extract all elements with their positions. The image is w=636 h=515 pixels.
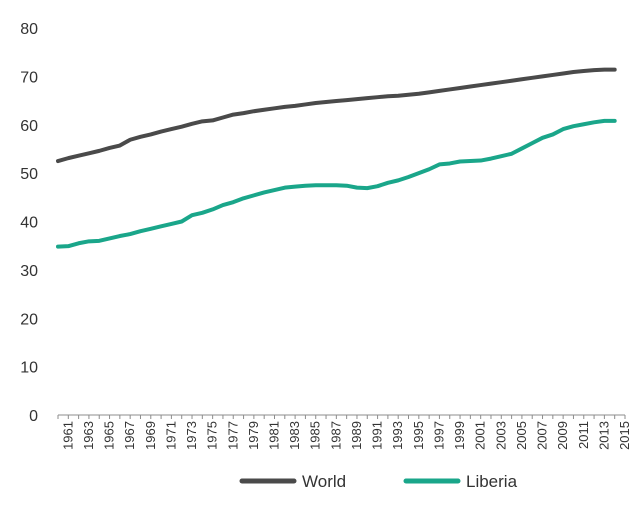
x-tick-label: 1967 xyxy=(122,421,137,450)
x-tick-label: 2011 xyxy=(576,421,591,449)
legend-item-world: World xyxy=(239,472,346,491)
y-axis-ticks: 0 10 20 30 40 50 60 70 80 xyxy=(20,21,38,425)
x-tick-label: 1979 xyxy=(246,421,261,450)
series-lines xyxy=(56,67,617,249)
x-tick-label: 1963 xyxy=(81,421,96,450)
legend-item-liberia: Liberia xyxy=(403,472,518,491)
x-tick-label: 1975 xyxy=(205,421,220,450)
x-axis-ticks: 1961 1963 1965 1967 1969 1971 1973 1975 1977 1979… xyxy=(60,421,632,450)
series-line-world xyxy=(56,67,617,164)
x-tick-label: 1985 xyxy=(308,421,323,450)
x-tick-label: 1977 xyxy=(225,421,240,450)
y-tick-label: 30 xyxy=(20,263,38,280)
y-tick-label: 50 xyxy=(20,166,38,183)
x-tick-label: 2013 xyxy=(596,421,611,450)
x-tick-label: 1973 xyxy=(184,421,199,450)
x-tick-label: 1983 xyxy=(287,421,302,450)
x-axis-tick-marks xyxy=(57,415,626,419)
x-tick-label: 1989 xyxy=(349,421,364,450)
y-tick-label: 10 xyxy=(20,360,38,377)
legend-label-world: World xyxy=(302,472,346,491)
x-tick-label: 2001 xyxy=(473,421,488,450)
x-tick-label: 1991 xyxy=(370,421,385,450)
y-tick-label: 20 xyxy=(20,311,38,328)
x-tick-label: 1981 xyxy=(266,421,281,450)
legend: World Liberia xyxy=(239,472,518,491)
x-tick-label: 1993 xyxy=(390,421,405,450)
legend-label-liberia: Liberia xyxy=(466,472,518,491)
x-tick-label: 1971 xyxy=(163,421,178,450)
series-line-liberia xyxy=(56,118,617,249)
x-tick-label: 2007 xyxy=(535,421,550,450)
x-tick-label: 2015 xyxy=(617,421,632,450)
x-tick-label: 1999 xyxy=(452,421,467,450)
x-tick-label: 1965 xyxy=(102,421,117,450)
x-tick-label: 1969 xyxy=(143,421,158,450)
x-tick-label: 2003 xyxy=(493,421,508,450)
y-tick-label: 0 xyxy=(29,408,38,425)
x-tick-label: 1987 xyxy=(328,421,343,450)
y-tick-label: 70 xyxy=(20,69,38,86)
x-tick-label: 1997 xyxy=(431,421,446,450)
y-tick-label: 40 xyxy=(20,215,38,232)
x-tick-label: 2005 xyxy=(514,421,529,450)
x-tick-label: 1995 xyxy=(411,421,426,450)
x-tick-label: 2009 xyxy=(555,421,570,450)
y-tick-label: 80 xyxy=(20,21,38,38)
x-tick-label: 1961 xyxy=(60,421,75,450)
y-tick-label: 60 xyxy=(20,118,38,135)
